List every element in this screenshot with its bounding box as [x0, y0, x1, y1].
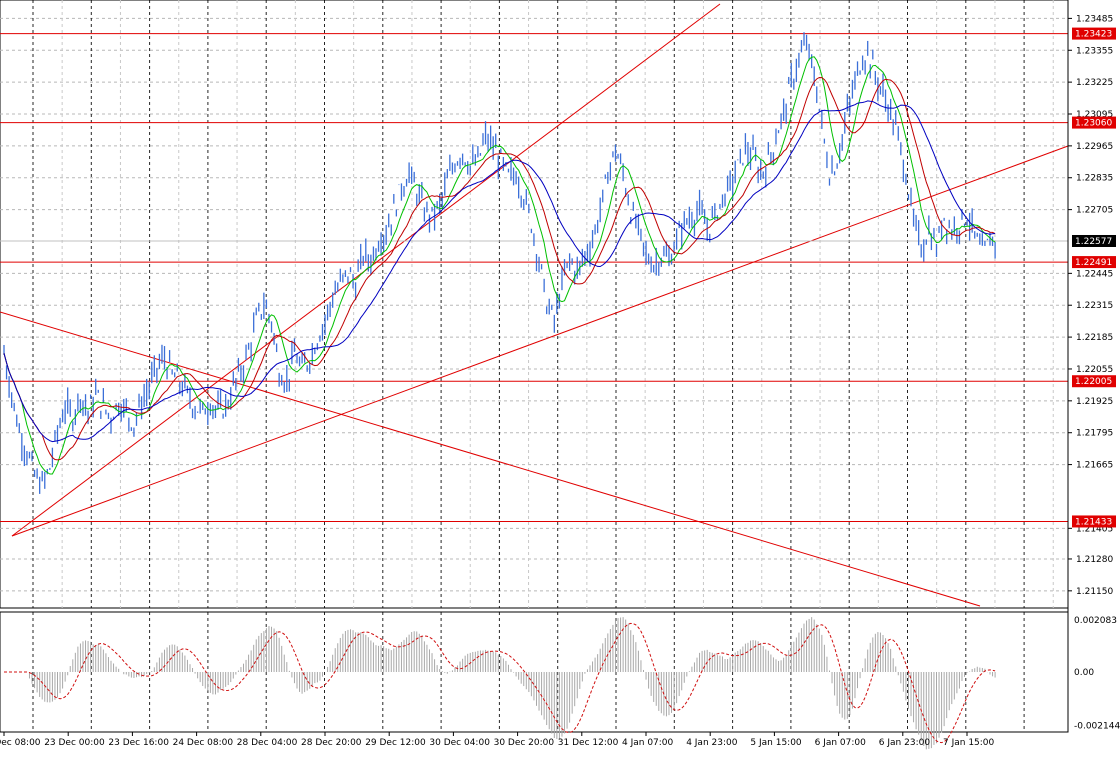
x-tick-label: 4 Jan 07:00 [622, 738, 674, 748]
price-level-badge-label: 1.23423 [1075, 30, 1112, 40]
price-level-badge [1072, 27, 1116, 40]
y-tick-label: 1.22315 [1076, 301, 1113, 311]
y-tick-label: 1.23355 [1076, 46, 1113, 56]
price-level-badge-label: 1.21433 [1075, 517, 1112, 527]
x-tick-label: 23 Dec 00:00 [44, 738, 105, 748]
x-tick-label: 30 Dec 20:00 [494, 738, 555, 748]
osc-y-tick-label: -0.002144 [1074, 722, 1120, 732]
x-tick-label: 28 Dec 04:00 [237, 738, 298, 748]
y-tick-label: 1.23095 [1076, 110, 1113, 120]
current-price-badge [1072, 234, 1116, 247]
y-tick-label: 1.21405 [1076, 524, 1113, 534]
x-tick-label: 6 Jan 07:00 [815, 738, 867, 748]
x-tick-label: 28 Dec 20:00 [301, 738, 362, 748]
x-tick-label: 30 Dec 04:00 [429, 738, 490, 748]
current-price-badge-label: 1.22577 [1075, 237, 1112, 247]
x-tick-label: 31 Dec 12:00 [558, 738, 619, 748]
trendline-down [0, 311, 981, 607]
x-tick-label: 6 Jan 23:00 [879, 738, 931, 748]
price-level-badge-label: 1.22005 [1075, 377, 1112, 387]
x-tick-label: 5 Jan 15:00 [750, 738, 802, 748]
y-tick-label: 1.22835 [1076, 174, 1113, 184]
ma-slow-line [3, 100, 996, 443]
price-level-badge-label: 1.23060 [1075, 119, 1112, 129]
x-tick-label: 29 Dec 12:00 [365, 738, 426, 748]
y-tick-label: 1.22445 [1076, 269, 1113, 279]
osc-y-tick-label: 0.002083 [1074, 616, 1117, 626]
y-tick-label: 1.23225 [1076, 78, 1113, 88]
y-tick-label: 1.21925 [1076, 397, 1113, 407]
price-level-badge [1072, 116, 1116, 129]
price-level-badge-label: 1.22491 [1075, 258, 1112, 268]
ma-fast-line [3, 56, 996, 475]
y-tick-label: 1.21280 [1076, 555, 1113, 565]
y-tick-label: 1.22055 [1076, 365, 1113, 375]
y-tick-label: 1.21795 [1076, 429, 1113, 439]
x-tick-label: 4 Jan 23:00 [686, 738, 738, 748]
price-level-badge [1072, 515, 1116, 528]
x-tick-label: 22 Dec 08:00 [0, 738, 41, 748]
ma-medium-line [3, 76, 996, 461]
y-tick-label: 1.22705 [1076, 206, 1113, 216]
y-tick-label: 1.21665 [1076, 461, 1113, 471]
y-tick-label: 1.23485 [1076, 14, 1113, 24]
trendline-up-support [11, 145, 1069, 537]
y-tick-label: 1.21150 [1076, 587, 1113, 597]
x-tick-label: 23 Dec 16:00 [108, 738, 169, 748]
x-tick-label: 24 Dec 08:00 [173, 738, 234, 748]
y-tick-label: 1.22965 [1076, 142, 1113, 152]
price-level-badge [1072, 375, 1116, 388]
osc-y-tick-label: 0.00 [1074, 668, 1094, 678]
y-tick-label: 1.22185 [1076, 333, 1113, 343]
price-level-badge [1072, 256, 1116, 269]
x-tick-label: 7 Jan 15:00 [943, 738, 995, 748]
